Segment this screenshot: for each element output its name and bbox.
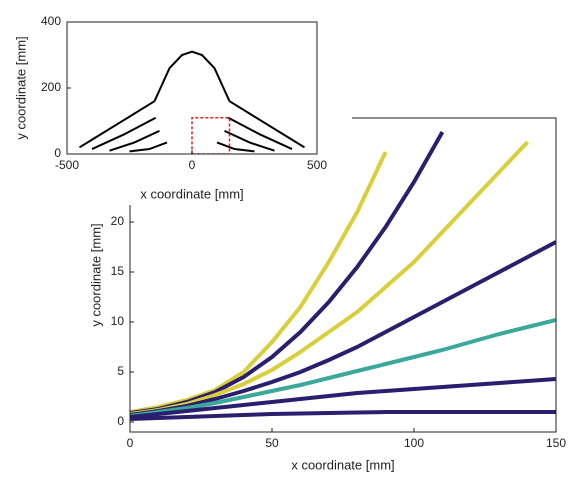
y-tick-label: 10: [111, 314, 125, 328]
x-tick-label: 50: [265, 436, 279, 450]
series-line: [130, 318, 556, 418]
y-tick-label: 200: [41, 80, 61, 94]
chart: 0 50 100 150 0 5 10 15 20 x coordinate [mm] y coor…: [88, 117, 566, 472]
x-axis-label: x coordinate [mm]: [140, 186, 243, 201]
series-line: [130, 377, 556, 419]
x-tick-label: -500: [55, 158, 79, 172]
series-line: [130, 240, 556, 417]
x-tick-label: 100: [404, 436, 424, 450]
y-axis-label: y coordinate [mm]: [13, 36, 28, 139]
x-tick-label: 0: [127, 436, 134, 450]
series-line: [228, 100, 306, 149]
x-axis-label: x coordinate [mm]: [291, 457, 394, 472]
series-line: [130, 140, 530, 416]
series-line: [216, 141, 255, 153]
series-line: [130, 410, 556, 421]
x-tick-label: 0: [189, 158, 196, 172]
series-line: [78, 100, 156, 149]
series-line: [224, 129, 275, 152]
panel-background: [0, 0, 352, 205]
series-line: [109, 129, 160, 152]
y-tick-label: 5: [117, 364, 124, 378]
series-line: [153, 50, 231, 102]
y-tick-label: 400: [41, 14, 61, 28]
series-line: [227, 116, 293, 150]
x-tick-label: 150: [546, 436, 566, 450]
y-tick-label: 15: [111, 264, 125, 278]
series-line: [91, 116, 157, 150]
y-tick-label: 20: [111, 214, 125, 228]
y-axis-label: y coordinate [mm]: [88, 223, 103, 326]
series-line: [129, 141, 168, 153]
x-tick-label: 500: [307, 158, 327, 172]
y-tick-label: 0: [117, 414, 124, 428]
y-tick-label: 0: [54, 146, 61, 160]
